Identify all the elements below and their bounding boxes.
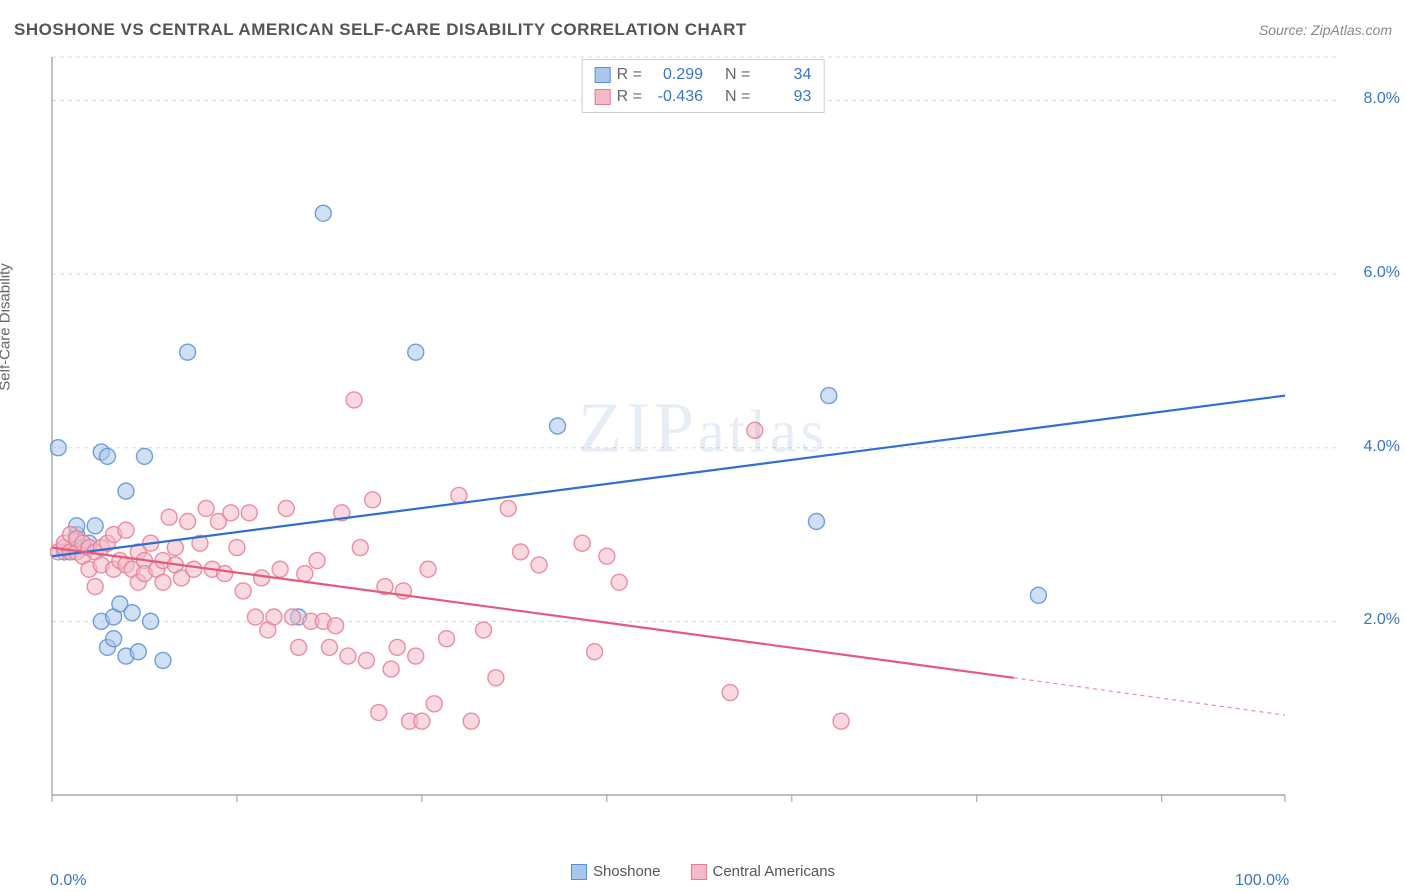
series-legend: Shoshone Central Americans [571, 863, 835, 880]
x-tick-label: 100.0% [1235, 872, 1289, 890]
axes [52, 57, 1285, 802]
r-value-shoshone: 0.299 [648, 66, 703, 84]
swatch-shoshone [571, 864, 587, 880]
gridlines [52, 57, 1340, 621]
stats-row-central: R = -0.436 N = 93 [595, 86, 812, 108]
n-label: N = [725, 88, 750, 106]
x-tick-label: 0.0% [50, 872, 86, 890]
scatter-points [50, 205, 1046, 729]
n-value-shoshone: 34 [756, 66, 811, 84]
r-label: R = [617, 66, 642, 84]
r-label: R = [617, 88, 642, 106]
chart-title: SHOSHONE VS CENTRAL AMERICAN SELF-CARE D… [14, 20, 747, 40]
source-attribution: Source: ZipAtlas.com [1259, 22, 1392, 38]
legend-label-central: Central Americans [713, 863, 836, 880]
n-value-central: 93 [756, 88, 811, 106]
y-axis-label: Self-Care Disability [0, 263, 14, 391]
swatch-central [595, 89, 611, 105]
swatch-central [691, 864, 707, 880]
y-tick-label: 6.0% [1364, 264, 1400, 282]
legend-item-central: Central Americans [691, 863, 836, 880]
stats-legend: R = 0.299 N = 34 R = -0.436 N = 93 [582, 59, 825, 113]
y-tick-label: 8.0% [1364, 90, 1400, 108]
n-label: N = [725, 66, 750, 84]
plot-area [50, 55, 1340, 825]
chart-svg [50, 55, 1340, 825]
swatch-shoshone [595, 67, 611, 83]
chart-container: SHOSHONE VS CENTRAL AMERICAN SELF-CARE D… [0, 0, 1406, 892]
r-value-central: -0.436 [648, 88, 703, 106]
stats-row-shoshone: R = 0.299 N = 34 [595, 64, 812, 86]
legend-item-shoshone: Shoshone [571, 863, 661, 880]
legend-label-shoshone: Shoshone [593, 863, 661, 880]
y-tick-label: 2.0% [1364, 611, 1400, 629]
y-tick-label: 4.0% [1364, 438, 1400, 456]
